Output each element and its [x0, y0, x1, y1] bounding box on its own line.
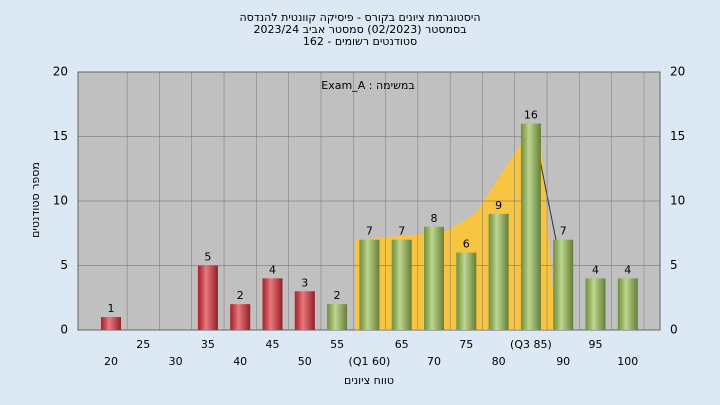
- data-label: 2: [237, 289, 244, 302]
- bar-shade: [585, 278, 606, 330]
- annotation: במשימה : Exam_A: [321, 79, 414, 92]
- bar-shade: [327, 304, 348, 330]
- data-label: 2: [334, 289, 341, 302]
- x-tick-label: (Q3 85): [510, 338, 552, 351]
- x-tick-label: 100: [617, 355, 638, 368]
- data-label: 4: [592, 263, 599, 276]
- bar-shade: [391, 239, 412, 330]
- data-label: 4: [624, 263, 631, 276]
- data-label: 6: [463, 238, 470, 251]
- title: היסטוגרמת ציונים בקורס - פיסיקה קוונטית …: [239, 11, 480, 24]
- data-label: 7: [560, 225, 567, 238]
- y-tick-label: 20: [53, 65, 68, 79]
- y-tick-label: 10: [53, 194, 68, 208]
- x-tick-label: 40: [233, 355, 247, 368]
- bar-shade: [101, 317, 121, 330]
- x-tick-label: 90: [556, 355, 570, 368]
- data-label: 3: [301, 276, 308, 289]
- bar-shade: [359, 239, 380, 330]
- y-tick-label: 5: [60, 258, 68, 272]
- y-axis-label: מספר סטודנטים: [29, 162, 42, 238]
- x-tick-label: 65: [395, 338, 409, 351]
- bar-shade: [488, 213, 509, 330]
- x-tick-label: 70: [427, 355, 441, 368]
- y2-tick-label: 20: [670, 65, 685, 79]
- x-tick-label: 55: [330, 338, 344, 351]
- bar-shade: [456, 252, 477, 330]
- data-label: 7: [366, 225, 373, 238]
- data-label: 16: [524, 109, 538, 122]
- x-axis-label: טווח ציונים: [344, 374, 394, 387]
- title: בסמסטר (02/2023) סמסטר אביב 2023/24: [253, 23, 466, 36]
- y-tick-label: 0: [60, 323, 68, 337]
- x-tick-label: 35: [201, 338, 215, 351]
- bar-shade: [617, 278, 638, 330]
- y2-tick-label: 15: [670, 129, 685, 143]
- x-tick-label: 75: [459, 338, 473, 351]
- bar-shade: [553, 239, 574, 330]
- bar-shade: [230, 304, 251, 330]
- x-tick-label: 80: [492, 355, 506, 368]
- data-label: 4: [269, 263, 276, 276]
- x-tick-label: 20: [104, 355, 118, 368]
- data-label: 1: [108, 302, 115, 315]
- x-tick-label: 30: [169, 355, 183, 368]
- bar-shade: [520, 123, 541, 330]
- x-tick-label: 50: [298, 355, 312, 368]
- bar-shade: [424, 226, 444, 330]
- data-label: 5: [204, 251, 211, 264]
- y2-tick-label: 0: [670, 323, 678, 337]
- bar-shade: [294, 291, 315, 330]
- bar-shade: [197, 265, 218, 330]
- x-tick-label: 45: [266, 338, 280, 351]
- y2-tick-label: 5: [670, 258, 678, 272]
- data-label: 9: [495, 199, 502, 212]
- data-label: 7: [398, 225, 405, 238]
- trend-line: [539, 159, 557, 241]
- x-tick-label: 95: [589, 338, 603, 351]
- x-tick-label: 25: [136, 338, 150, 351]
- x-tick-label: (Q1 60): [349, 355, 391, 368]
- title: סטודנטים רשומים - 162: [303, 35, 417, 48]
- y-tick-label: 15: [53, 129, 68, 143]
- bar-shade: [262, 278, 283, 330]
- data-label: 8: [431, 212, 438, 225]
- y2-tick-label: 10: [670, 194, 685, 208]
